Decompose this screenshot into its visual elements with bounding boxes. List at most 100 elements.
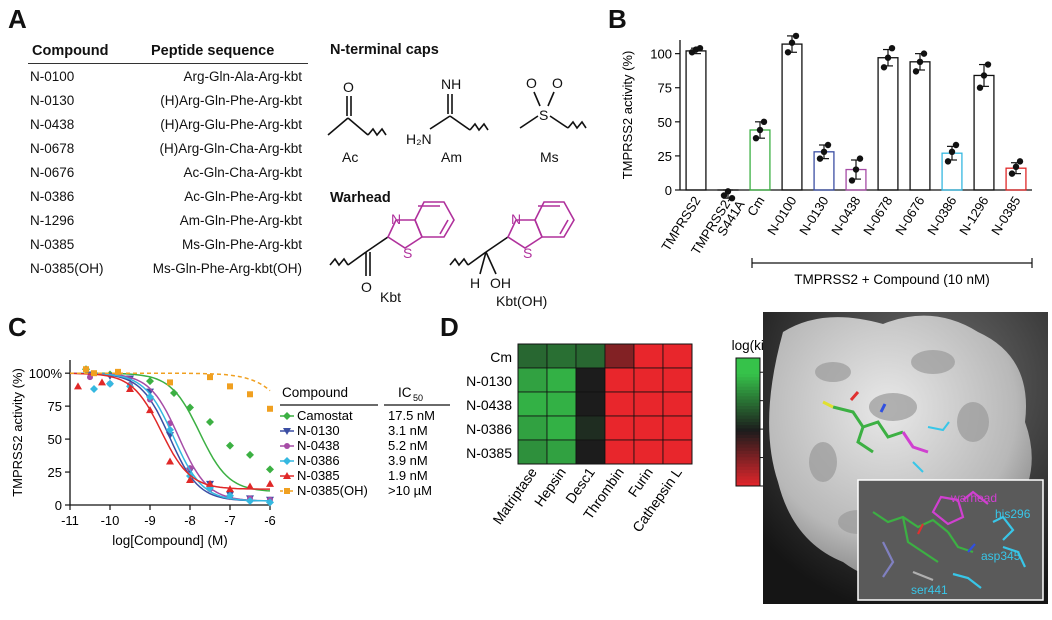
- structure-render: warhead his296 asp345 ser441: [763, 312, 1048, 604]
- ac-oxygen: O: [343, 79, 354, 95]
- data-point: [283, 457, 291, 465]
- data-point: [83, 366, 89, 373]
- heatmap-cell: [662, 367, 693, 393]
- data-point: [246, 482, 254, 490]
- ms-label: Ms: [540, 149, 559, 165]
- ms-structure: [519, 91, 587, 130]
- heatmap-row-label: N-0130: [466, 373, 512, 389]
- chemical-structures: N-terminal caps O Ac NH H₂N Am S O O: [327, 42, 587, 309]
- colorscale-step: [736, 399, 760, 404]
- colorscale-step: [736, 406, 760, 410]
- data-point: [247, 391, 253, 398]
- colorscale-step: [736, 380, 760, 385]
- fit-curve: [70, 372, 270, 490]
- bar: [685, 50, 707, 191]
- x-tick-label: -10: [101, 513, 120, 528]
- heatmap-cell: [575, 367, 606, 393]
- table-header-compound: Compound: [32, 43, 109, 59]
- data-point: [266, 465, 274, 474]
- table-cell-compound: N-0438: [30, 117, 75, 132]
- colorscale-step: [736, 425, 760, 429]
- data-point: [788, 39, 796, 46]
- kbtoh-sulfur: S: [523, 245, 532, 261]
- y-tick-label: 0: [665, 183, 672, 198]
- legend-ic50-value: 3.9 nM: [388, 453, 428, 468]
- ms-oxygen-1: O: [526, 75, 537, 91]
- kbt-oxygen: O: [361, 279, 372, 295]
- heatmap-cell: [633, 343, 664, 369]
- y-tick-label: 25: [48, 465, 62, 480]
- colorscale-border: [735, 357, 761, 487]
- table-cell-sequence: Ms-Gln-Phe-Arg-kbt: [181, 237, 302, 252]
- heatmap-cell: [604, 343, 635, 369]
- heatmap-row-label: Cm: [490, 349, 512, 365]
- data-point: [756, 126, 764, 134]
- x-tick-label: -8: [184, 513, 196, 528]
- colorscale-step: [736, 393, 760, 397]
- table-cell-compound: N-0100: [30, 69, 75, 84]
- heatmap-cell: [662, 439, 693, 465]
- data-point: [948, 148, 956, 156]
- colorscale-step: [736, 383, 760, 388]
- colorscale-step: [736, 428, 760, 433]
- x-axis-label: log[Compound] (M): [112, 533, 228, 548]
- table-cell-compound: N-0386: [30, 189, 75, 204]
- legend-ic50-value: 17.5 nM: [388, 408, 435, 423]
- x-tick-label: N-0386: [924, 194, 959, 238]
- x-tick-label: N-0385: [988, 194, 1023, 238]
- colorscale-step: [736, 386, 760, 391]
- bar: [781, 43, 803, 191]
- data-point: [266, 479, 274, 487]
- y-tick-label: 0: [55, 498, 62, 513]
- bar: [909, 61, 931, 191]
- data-point: [856, 155, 864, 162]
- data-point: [816, 155, 824, 162]
- warhead-title: Warhead: [330, 190, 391, 206]
- legend-header-ic50-sub: 50: [413, 393, 423, 403]
- ligand-sticks: [822, 391, 929, 454]
- data-point: [246, 450, 254, 459]
- heatmap-row-label: N-0438: [466, 397, 512, 413]
- colorscale-step: [736, 409, 760, 413]
- data-point: [820, 148, 828, 156]
- heatmap-row-label: N-0386: [466, 421, 512, 437]
- colorscale-step: [736, 482, 760, 487]
- data-point: [166, 425, 174, 434]
- heatmap-cell: [604, 439, 635, 465]
- legend-ic50-value: 5.2 nM: [388, 438, 428, 453]
- data-point: [206, 417, 214, 426]
- y-axis-label: TMPRSS2 activity (%): [10, 368, 25, 497]
- colorscale-step: [736, 418, 760, 423]
- legend-ic50-value: 1.9 nM: [388, 468, 428, 483]
- table-cell-compound: N-1296: [30, 213, 75, 228]
- colorscale-step: [736, 434, 760, 439]
- colorscale-step: [736, 447, 760, 452]
- data-point: [74, 382, 82, 390]
- heatmap-cell: [517, 439, 548, 465]
- kbt-sulfur: S: [403, 245, 412, 261]
- kbt-nitrogen: N: [391, 211, 401, 227]
- data-point: [90, 385, 98, 393]
- data-point: [226, 441, 234, 450]
- colorscale-step: [736, 377, 760, 381]
- data-point: [284, 488, 290, 494]
- data-point: [1008, 170, 1016, 177]
- table-cell-sequence: Ac-Gln-Cha-Arg-kbt: [183, 165, 302, 180]
- heatmap-cell: [546, 391, 577, 417]
- data-point: [186, 475, 194, 483]
- fit-curve: [70, 372, 271, 392]
- x-tick-label: N-0130: [796, 194, 831, 238]
- data-point: [728, 194, 736, 202]
- data-point: [848, 177, 856, 184]
- data-point: [912, 68, 920, 75]
- table-cell-compound: N-0678: [30, 141, 75, 156]
- data-point: [696, 44, 704, 52]
- bar: [877, 57, 899, 191]
- heatmap-col-label: Matriptase: [489, 464, 540, 527]
- data-point: [227, 383, 233, 390]
- heatmap-cell: [662, 415, 693, 441]
- his296-label: his296: [995, 507, 1031, 521]
- colorscale-step: [736, 431, 760, 436]
- colorscale-step: [736, 441, 760, 445]
- colorscale-step: [736, 479, 760, 484]
